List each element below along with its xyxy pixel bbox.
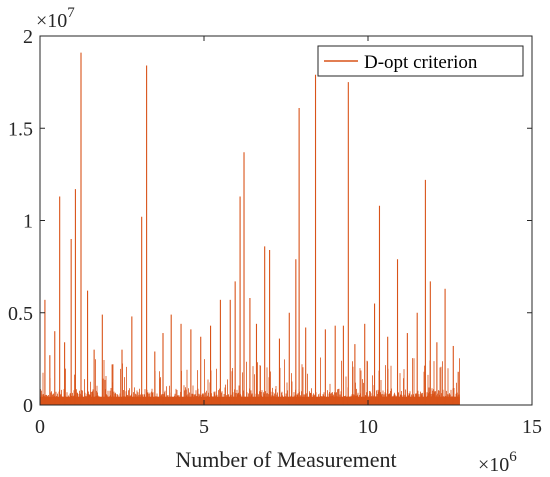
y-tick-label: 0 xyxy=(23,395,33,417)
x-exponent-power: 6 xyxy=(509,449,517,465)
x-ticks: 0 5 10 15 xyxy=(35,36,542,438)
x-tick-label: 0 xyxy=(35,416,45,438)
plot-series xyxy=(39,52,460,405)
y-exponent-label: ×107 xyxy=(36,5,75,32)
y-exponent-power: 7 xyxy=(67,5,75,21)
legend: D-opt criterion xyxy=(317,45,524,77)
x-exponent-label: ×106 xyxy=(478,449,517,476)
y-tick-label: 1 xyxy=(23,211,33,233)
y-tick-label: 1.5 xyxy=(8,118,33,140)
x-axis-label: Number of Measurement xyxy=(175,447,396,472)
plot-area-frame xyxy=(39,35,533,406)
x-tick-label: 15 xyxy=(522,416,542,438)
x-tick-label: 10 xyxy=(358,416,378,438)
y-ticks: 0 0.5 1 1.5 2 xyxy=(8,26,532,417)
y-tick-label: 2 xyxy=(23,26,33,48)
x-tick-label: 5 xyxy=(199,416,209,438)
legend-label: D-opt criterion xyxy=(364,52,478,73)
y-tick-label: 0.5 xyxy=(8,303,33,325)
